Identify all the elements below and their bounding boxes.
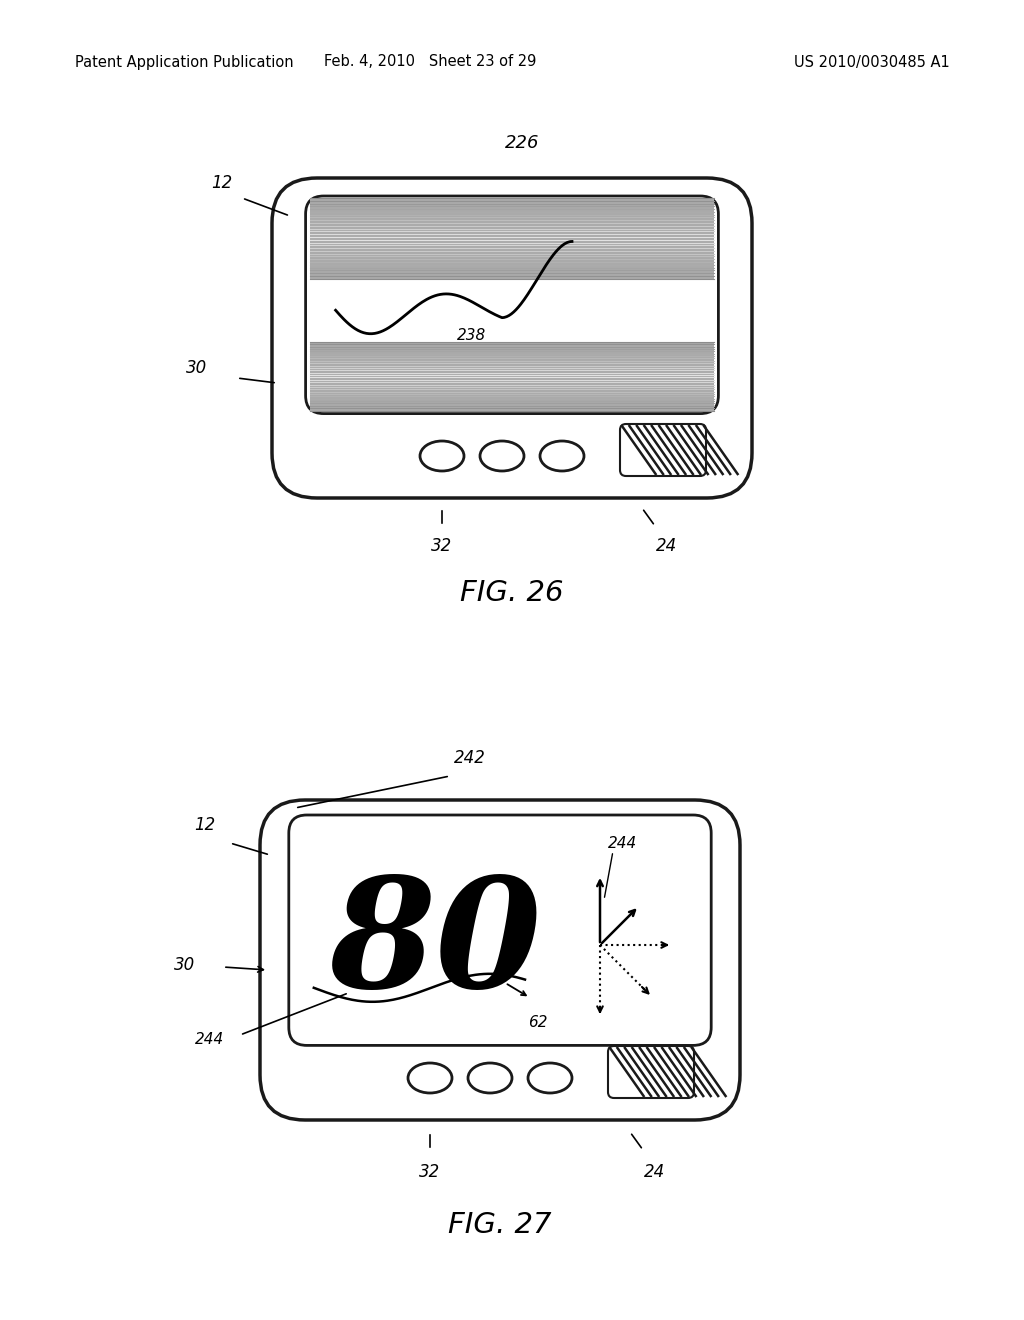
Text: 62: 62 (528, 1015, 548, 1031)
Text: 244: 244 (196, 1032, 224, 1048)
Text: FIG. 26: FIG. 26 (460, 579, 564, 607)
Ellipse shape (528, 1063, 572, 1093)
FancyBboxPatch shape (305, 195, 719, 413)
Text: Feb. 4, 2010   Sheet 23 of 29: Feb. 4, 2010 Sheet 23 of 29 (324, 54, 537, 70)
Text: 24: 24 (656, 537, 678, 554)
Ellipse shape (420, 441, 464, 471)
Ellipse shape (540, 441, 584, 471)
Bar (309, 198, 715, 279)
Text: 12: 12 (211, 174, 232, 191)
Text: 242: 242 (454, 748, 486, 767)
Text: 30: 30 (186, 359, 208, 378)
Text: 12: 12 (195, 816, 216, 834)
Text: US 2010/0030485 A1: US 2010/0030485 A1 (795, 54, 950, 70)
Text: Patent Application Publication: Patent Application Publication (75, 54, 294, 70)
FancyBboxPatch shape (260, 800, 740, 1119)
Text: 80: 80 (329, 870, 542, 1019)
Text: 24: 24 (644, 1163, 666, 1181)
Text: 30: 30 (174, 956, 196, 974)
Ellipse shape (480, 441, 524, 471)
FancyBboxPatch shape (289, 814, 712, 1045)
Text: 244: 244 (608, 836, 637, 850)
Text: 32: 32 (431, 537, 453, 554)
Text: 238: 238 (457, 327, 486, 343)
Text: 240: 240 (672, 264, 701, 279)
FancyBboxPatch shape (272, 178, 752, 498)
Text: 32: 32 (420, 1163, 440, 1181)
Bar (309, 342, 715, 411)
Ellipse shape (468, 1063, 512, 1093)
Ellipse shape (408, 1063, 452, 1093)
Text: FIG. 27: FIG. 27 (449, 1210, 552, 1239)
Text: 226: 226 (505, 135, 540, 152)
